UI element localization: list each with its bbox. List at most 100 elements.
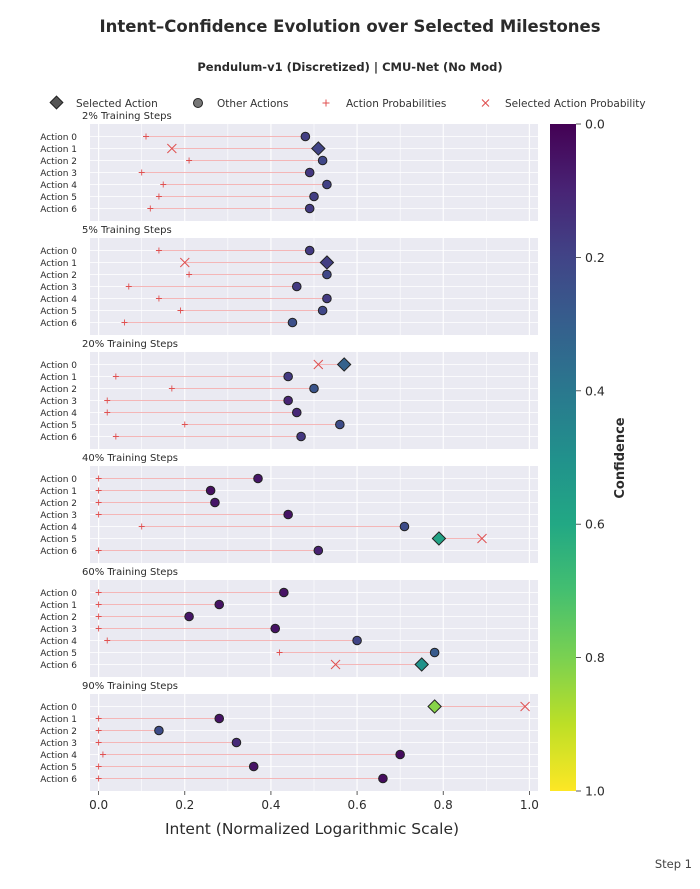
action-marker	[154, 725, 164, 736]
action-tick-label: Action 6	[40, 319, 77, 329]
probability-marker	[112, 373, 119, 380]
action-marker	[279, 587, 289, 598]
legend-diamond-marker	[49, 95, 64, 110]
action-tick-label: Action 3	[40, 283, 77, 293]
legend-label: Selected Action	[76, 98, 158, 110]
action-tick-label: Action 1	[40, 715, 77, 725]
action-tick-label: Action 6	[40, 205, 77, 215]
probability-marker	[125, 283, 132, 290]
action-marker	[313, 545, 324, 556]
panel: 90% Training Steps Action 0 Action 1 Action…	[40, 681, 538, 791]
selected-action-marker	[431, 531, 447, 546]
x-axis-label: Intent (Normalized Logarithmic Scale)	[165, 820, 459, 838]
selected-probability-marker	[313, 359, 324, 370]
legend-x-marker	[481, 99, 490, 107]
probability-marker	[95, 739, 102, 746]
selected-probability-marker	[477, 533, 487, 544]
selected-action-marker	[311, 141, 326, 156]
probability-marker	[95, 511, 102, 518]
probability-marker	[155, 193, 162, 200]
legend-item-selected-action: Selected Action	[49, 95, 158, 110]
probability-marker	[181, 421, 188, 428]
probability-marker	[95, 625, 102, 632]
probability-marker	[138, 523, 145, 530]
colorbar: 0.0 0.2 0.4 0.6 0.8 1.0 Confidence	[550, 117, 628, 799]
action-marker	[304, 167, 315, 178]
action-tick-label: Action 4	[40, 409, 77, 419]
probability-marker	[186, 157, 193, 164]
action-marker	[335, 419, 345, 430]
action-marker	[317, 155, 328, 166]
probability-marker	[168, 385, 175, 392]
selected-action-marker	[319, 255, 335, 270]
legend-label: Action Probabilities	[346, 98, 446, 110]
probability-marker	[95, 547, 102, 554]
action-tick-label: Action 2	[40, 613, 77, 623]
panel-title: 40% Training Steps	[82, 453, 178, 464]
action-tick-label: Action 6	[40, 547, 77, 557]
action-marker	[300, 131, 311, 142]
action-tick-label: Action 1	[40, 373, 77, 383]
action-tick-label: Action 2	[40, 499, 77, 509]
colorbar-label: Confidence	[613, 417, 628, 498]
probability-marker	[276, 649, 283, 656]
selected-probability-marker	[330, 659, 341, 670]
action-tick-label: Action 4	[40, 751, 77, 761]
colorbar-gradient	[550, 124, 576, 791]
action-marker	[283, 509, 293, 520]
action-tick-label: Action 1	[40, 487, 77, 497]
selected-probability-marker	[520, 701, 530, 712]
probability-marker	[104, 397, 111, 404]
action-tick-label: Action 0	[40, 133, 77, 143]
panel-title: 2% Training Steps	[82, 111, 172, 122]
action-tick-label: Action 5	[40, 649, 77, 659]
action-marker	[429, 647, 440, 658]
probability-marker	[177, 307, 184, 314]
colorbar-tick-label: 0.6	[585, 517, 605, 532]
panel: 2% Training Steps Action 0 Action 1 Action …	[40, 111, 538, 221]
probability-marker	[104, 637, 111, 644]
probability-marker	[95, 715, 102, 722]
action-marker	[214, 599, 225, 610]
action-marker	[352, 635, 362, 646]
chart-title: Intent–Confidence Evolution over Selecte…	[99, 17, 600, 36]
action-tick-label: Action 6	[40, 433, 77, 443]
action-marker	[283, 395, 293, 406]
probability-marker	[95, 487, 102, 494]
probability-marker	[99, 751, 106, 758]
probability-marker	[95, 775, 102, 782]
panel-title: 20% Training Steps	[82, 339, 178, 350]
x-tick-label: 0.8	[434, 798, 453, 812]
action-marker	[270, 623, 281, 634]
action-tick-label: Action 5	[40, 307, 77, 317]
colorbar-tick-label: 0.2	[585, 250, 605, 265]
action-tick-label: Action 2	[40, 271, 77, 281]
action-tick-label: Action 5	[40, 535, 77, 545]
probability-marker	[95, 475, 102, 482]
action-marker	[210, 497, 220, 508]
action-tick-label: Action 1	[40, 145, 77, 155]
legend-item-other-actions: Other Actions	[193, 98, 289, 110]
probability-marker	[104, 409, 111, 416]
probability-marker	[95, 727, 102, 734]
action-tick-label: Action 4	[40, 523, 77, 533]
x-axis: 0.0 0.2 0.4 0.6 0.8 1.0	[89, 791, 539, 812]
x-tick-label: 0.6	[348, 798, 367, 812]
probability-marker	[112, 433, 119, 440]
action-tick-label: Action 3	[40, 739, 77, 749]
action-tick-label: Action 5	[40, 193, 77, 203]
panel-title: 5% Training Steps	[82, 225, 172, 236]
action-tick-label: Action 4	[40, 181, 77, 191]
probability-marker	[95, 763, 102, 770]
legend-item-action-probabilities: Action Probabilities	[322, 98, 446, 110]
action-tick-label: Action 0	[40, 361, 77, 371]
action-marker	[291, 407, 302, 418]
selected-action-marker	[414, 657, 429, 672]
footer-step: Step 1	[655, 857, 692, 871]
legend-label: Other Actions	[217, 98, 289, 110]
panel: 60% Training Steps Action 0 Action 1 Action…	[40, 567, 538, 677]
probability-marker	[155, 295, 162, 302]
x-tick-label: 0.2	[175, 798, 194, 812]
legend-item-selected-action-probability: Selected Action Probability	[481, 98, 646, 110]
